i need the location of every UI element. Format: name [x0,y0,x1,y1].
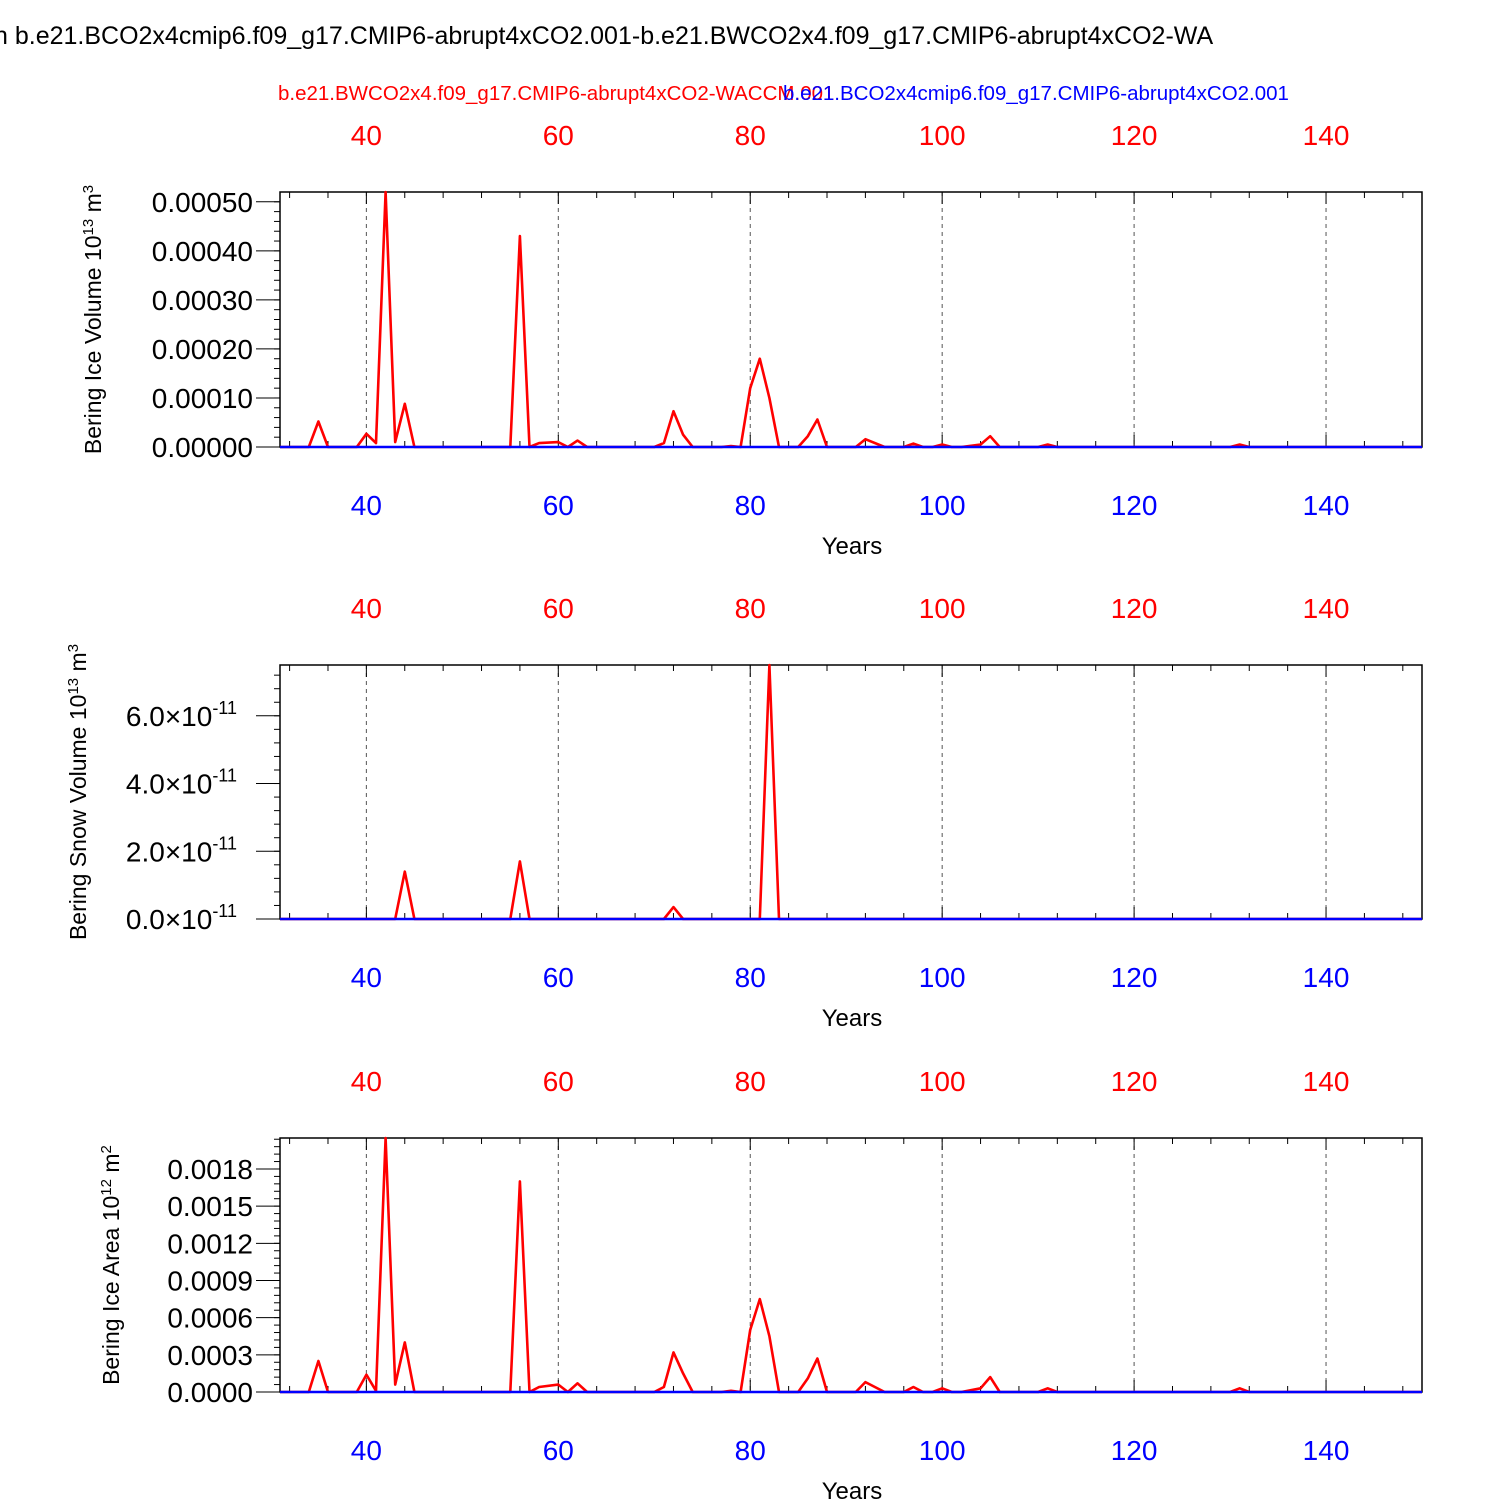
x-tick-label-top: 140 [1303,593,1350,624]
plot-frame [279,664,1423,920]
y-tick-label: 0.00050 [152,187,253,218]
x-tick-label-top: 40 [351,1066,382,1097]
x-tick-label-top: 80 [735,120,766,151]
x-tick-label-bottom: 40 [351,962,382,993]
x-tick-label-top: 60 [543,120,574,151]
chart-panel-3: 40 40 60 60 80 80 100 100 120 120 140 140 Years 0.000… [98,1066,1423,1500]
x-tick-label-bottom: 120 [1111,1435,1158,1466]
y-tick-label: 0.0003 [167,1340,253,1371]
y-tick-label: 2.0×10-11 [126,833,237,867]
y-tick-label: 0.0012 [167,1228,253,1259]
y-tick-label: 0.0×10-11 [126,901,237,935]
x-tick-label-bottom: 140 [1303,962,1350,993]
x-tick-label-bottom: 60 [543,1435,574,1466]
x-tick-label-top: 100 [919,120,966,151]
legend-red-case: b.e21.BWCO2x4.f09_g17.CMIP6-abrupt4xCO2-… [278,82,835,105]
series-red-line [280,190,1422,449]
x-tick-label-bottom: 100 [919,962,966,993]
x-tick-label-top: 40 [351,120,382,151]
x-tick-label-top: 80 [735,593,766,624]
y-tick-label: 4.0×10-11 [126,766,237,800]
plot-frame [279,191,1423,448]
x-tick-label-bottom: 40 [351,1435,382,1466]
y-axis-title: Bering Ice Area 1012 m2 [98,1145,125,1385]
x-axis-title: Years [822,1005,883,1032]
y-tick-label: 0.00030 [152,285,253,316]
series-red-line [280,663,1422,921]
y-tick-label: 0.0015 [167,1191,253,1222]
y-tick-label: 0.00020 [152,334,253,365]
chart-panel-2: 40 40 60 60 80 80 100 100 120 120 140 140 Years 0.0×1… [65,593,1423,1032]
x-tick-label-bottom: 40 [351,490,382,521]
y-tick-label: 0.00040 [152,236,253,267]
x-tick-label-bottom: 100 [919,1435,966,1466]
y-tick-label: 0.00000 [152,432,253,463]
x-tick-label-top: 140 [1303,120,1350,151]
y-tick-label: 0.0006 [167,1303,253,1334]
x-tick-label-top: 60 [543,1066,574,1097]
x-axis-title: Years [822,1478,883,1500]
x-tick-label-bottom: 140 [1303,490,1350,521]
y-tick-label: 6.0×10-11 [126,698,237,732]
x-tick-label-top: 140 [1303,1066,1350,1097]
x-tick-label-bottom: 80 [735,962,766,993]
x-tick-label-top: 120 [1111,593,1158,624]
x-tick-label-bottom: 120 [1111,962,1158,993]
legend-blue-case: b.e21.BCO2x4cmip6.f09_g17.CMIP6-abrupt4x… [783,82,1289,105]
page-title: n b.e21.BCO2x4cmip6.f09_g17.CMIP6-abrupt… [0,22,1214,50]
x-tick-label-top: 40 [351,593,382,624]
x-tick-label-bottom: 80 [735,1435,766,1466]
y-tick-label: 0.0009 [167,1265,253,1296]
y-axis-title: Bering Ice Volume 1013 m3 [80,185,107,454]
x-tick-label-bottom: 80 [735,490,766,521]
y-tick-label: 0.0018 [167,1154,253,1185]
x-tick-label-bottom: 140 [1303,1435,1350,1466]
series-red-line [280,1136,1422,1394]
x-axis-title: Years [822,533,883,560]
y-tick-label: 0.00010 [152,383,253,414]
plot-frame [279,1137,1423,1393]
x-tick-label-bottom: 60 [543,490,574,521]
x-tick-label-top: 60 [543,593,574,624]
chart-panel-1: 40 40 60 60 80 80 100 100 120 120 140 140 Years 0.000… [80,120,1423,560]
x-tick-label-bottom: 60 [543,962,574,993]
x-tick-label-top: 100 [919,1066,966,1097]
x-tick-label-top: 120 [1111,120,1158,151]
x-tick-label-top: 80 [735,1066,766,1097]
x-tick-label-bottom: 120 [1111,490,1158,521]
y-tick-label: 0.0000 [167,1377,253,1408]
x-tick-label-top: 100 [919,593,966,624]
x-tick-label-bottom: 100 [919,490,966,521]
y-axis-title: Bering Snow Volume 1013 m3 [65,644,92,940]
x-tick-label-top: 120 [1111,1066,1158,1097]
